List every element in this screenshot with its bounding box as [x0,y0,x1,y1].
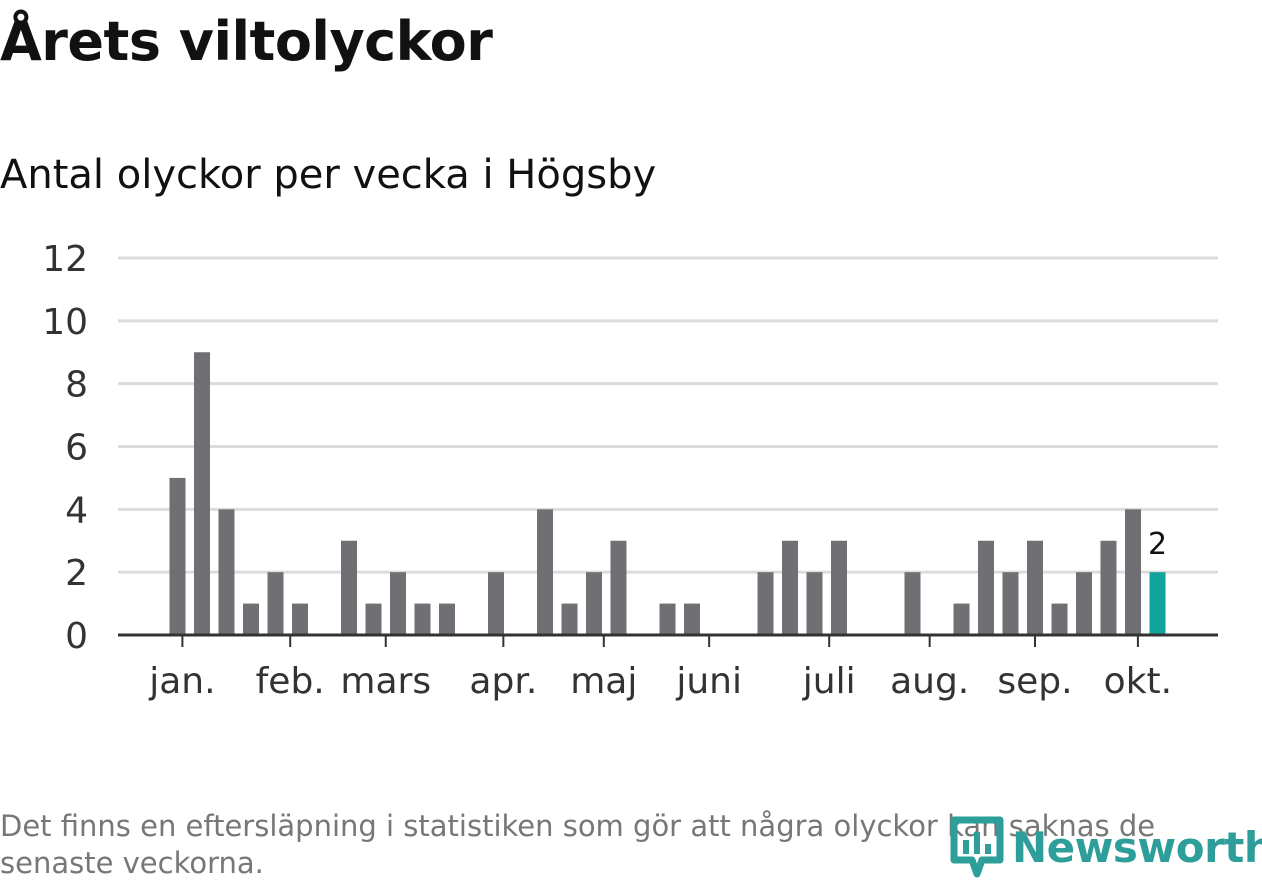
x-tick-label: okt. [1104,661,1172,702]
bar [831,540,847,635]
bar [1027,540,1043,635]
bars [169,352,1166,635]
bar [953,603,970,635]
bar [414,603,431,635]
brand-name: Newsworthy [1012,822,1262,872]
y-tick-label: 4 [65,490,88,531]
brand-logo: Newsworthy [950,816,1262,878]
newsworthy-logo-icon [950,816,1004,878]
x-tick-label: apr. [469,661,537,702]
bar [169,477,186,635]
grid-lines [118,256,1218,574]
bar [390,572,406,635]
bar [1076,572,1092,635]
y-tick-label: 12 [42,239,88,280]
bar [243,603,259,635]
x-tick-label: aug. [890,661,969,702]
x-axis: jan. feb. mars apr. maj juni juli aug. sep. okt. [118,633,1218,702]
bar [537,509,553,635]
bar-highlight [1149,572,1166,635]
bar [610,540,627,635]
bar [341,540,357,635]
bar [978,540,994,635]
bar [488,572,504,635]
y-tick-label: 10 [42,302,88,343]
bar [1125,509,1141,635]
highlight-data-label: 2 [1148,527,1167,562]
data-labels: 2 [1148,527,1167,562]
bar-chart: 0 2 4 6 8 10 12 jan. feb. mars apr. maj juni juli aug… [42,239,1218,702]
bar [757,572,774,635]
y-tick-label: 6 [65,428,88,469]
y-tick-label: 0 [65,616,88,657]
bar [218,509,235,635]
bar [1100,540,1117,635]
bar [194,352,210,635]
bar [782,540,798,635]
bar [659,603,676,635]
bar [561,603,578,635]
footnote: Det finns en eftersläpning i statistiken… [0,809,1156,880]
y-axis-ticks: 0 2 4 6 8 10 12 [42,239,88,657]
y-tick-label: 2 [65,553,88,594]
x-tick-label: sep. [997,661,1072,702]
bar [1002,572,1019,635]
x-tick-label: juni [675,661,742,702]
bar [684,603,700,635]
x-tick-label: jan. [148,661,215,702]
bar [806,572,823,635]
bar [267,572,284,635]
x-tick-label: feb. [256,661,325,702]
bar [292,603,308,635]
bar [365,603,382,635]
x-tick-label: maj [570,661,637,702]
bar [1051,603,1068,635]
chart-subtitle: Antal olyckor per vecka i Högsby [0,152,657,198]
bar [586,572,602,635]
y-tick-label: 8 [65,365,88,406]
x-tick-label: mars [340,661,431,702]
bar [439,603,455,635]
chart-title: Årets viltolyckor [0,10,493,73]
x-tick-label: juli [802,661,856,702]
bar [904,572,921,635]
